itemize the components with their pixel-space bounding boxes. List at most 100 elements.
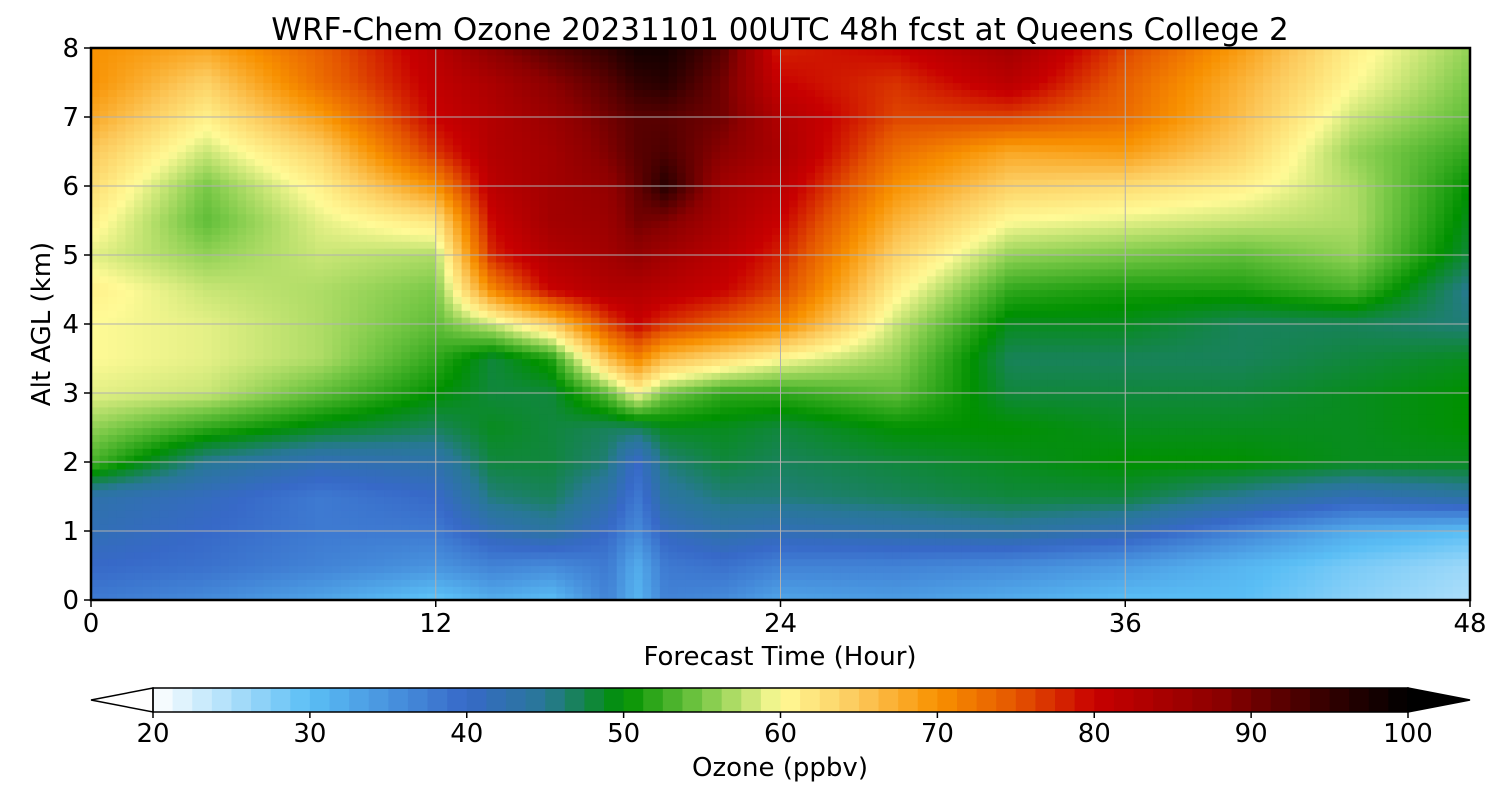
heatmap-cell [220, 227, 230, 235]
heatmap-cell [99, 61, 109, 70]
heatmap-cell [590, 137, 601, 146]
heatmap-cell [573, 448, 583, 456]
heatmap-cell [99, 593, 109, 600]
heatmap-cell [151, 199, 161, 208]
heatmap-cell [530, 441, 540, 449]
heatmap-cell [582, 330, 592, 339]
heatmap-cell [452, 551, 463, 560]
heatmap-cell [91, 579, 101, 587]
heatmap-cell [177, 510, 187, 518]
heatmap-cell [228, 572, 239, 580]
heatmap-cell [375, 227, 385, 235]
heatmap-cell [565, 358, 575, 366]
heatmap-cell [470, 89, 480, 97]
heatmap-cell [116, 379, 127, 387]
heatmap-cell [487, 96, 497, 104]
heatmap-cell [530, 482, 540, 491]
heatmap-cell [478, 213, 489, 222]
heatmap-cell [211, 462, 221, 470]
heatmap-cell [392, 165, 402, 173]
heatmap-cell [203, 220, 213, 228]
heatmap-cell [427, 48, 437, 56]
heatmap-cell [159, 151, 170, 159]
heatmap-cell [271, 213, 282, 222]
heatmap-cell [306, 179, 316, 187]
heatmap-cell [470, 358, 480, 366]
heatmap-cell [547, 324, 558, 332]
heatmap-cell [134, 68, 144, 77]
heatmap-cell [461, 234, 471, 242]
heatmap-cell [315, 537, 325, 546]
heatmap-cell [435, 199, 445, 208]
heatmap-cell [504, 213, 514, 222]
heatmap-cell [263, 96, 273, 104]
heatmap-cell [418, 186, 428, 194]
heatmap-cell [151, 172, 161, 180]
heatmap-cell [297, 255, 308, 263]
heatmap-cell [159, 158, 170, 166]
heatmap-cell [521, 137, 532, 146]
heatmap-cell [297, 372, 308, 380]
heatmap-cell [616, 413, 626, 422]
heatmap-cell [142, 241, 152, 249]
heatmap-cell [211, 303, 221, 311]
heatmap-cell [263, 537, 273, 546]
heatmap-cell [271, 441, 282, 449]
heatmap-cell [280, 462, 290, 470]
heatmap-cell [151, 420, 161, 429]
heatmap-cell [246, 213, 256, 222]
heatmap-cell [409, 324, 420, 332]
heatmap-cell [418, 206, 428, 215]
heatmap-cell [547, 241, 558, 249]
heatmap-cell [246, 110, 256, 118]
heatmap-cell [289, 337, 299, 346]
heatmap-cell [237, 317, 247, 325]
heatmap-cell [108, 544, 118, 553]
heatmap-cell [608, 82, 618, 90]
heatmap-cell [599, 165, 609, 173]
heatmap-cell [384, 54, 394, 63]
heatmap-cell [504, 558, 514, 567]
heatmap-cell [539, 261, 549, 270]
heatmap-cell [315, 289, 325, 297]
heatmap-cell [228, 468, 239, 477]
heatmap-cell [125, 496, 135, 504]
heatmap-cell [409, 441, 420, 449]
heatmap-cell [108, 317, 118, 325]
heatmap-cell [496, 586, 506, 594]
heatmap-cell [297, 489, 308, 498]
heatmap-cell [116, 413, 127, 422]
heatmap-cell [108, 420, 118, 429]
heatmap-cell [461, 503, 471, 511]
heatmap-cell [590, 337, 601, 346]
heatmap-cell [91, 82, 101, 90]
heatmap-cell [289, 255, 299, 263]
heatmap-cell [349, 524, 359, 532]
heatmap-cell [358, 220, 368, 228]
heatmap-cell [142, 386, 152, 394]
heatmap-cell [521, 462, 532, 470]
heatmap-cell [409, 406, 420, 415]
heatmap-cell [315, 551, 325, 560]
heatmap-cell [530, 489, 540, 498]
heatmap-cell [349, 330, 359, 339]
heatmap-cell [504, 406, 514, 415]
heatmap-cell [168, 544, 178, 553]
heatmap-cell [246, 82, 256, 90]
heatmap-cell [297, 68, 308, 77]
heatmap-cell [323, 441, 333, 449]
heatmap-cell [91, 399, 101, 408]
heatmap-cell [470, 137, 480, 146]
heatmap-cell [513, 137, 523, 146]
heatmap-cell [159, 524, 170, 532]
heatmap-cell [116, 192, 127, 201]
heatmap-cell [323, 565, 333, 573]
heatmap-cell [392, 441, 402, 449]
heatmap-cell [203, 96, 213, 104]
heatmap-cell [573, 68, 583, 77]
heatmap-cell [427, 110, 437, 118]
heatmap-cell [487, 165, 497, 173]
heatmap-cell [315, 558, 325, 567]
heatmap-cell [358, 558, 368, 567]
heatmap-cell [427, 434, 437, 442]
